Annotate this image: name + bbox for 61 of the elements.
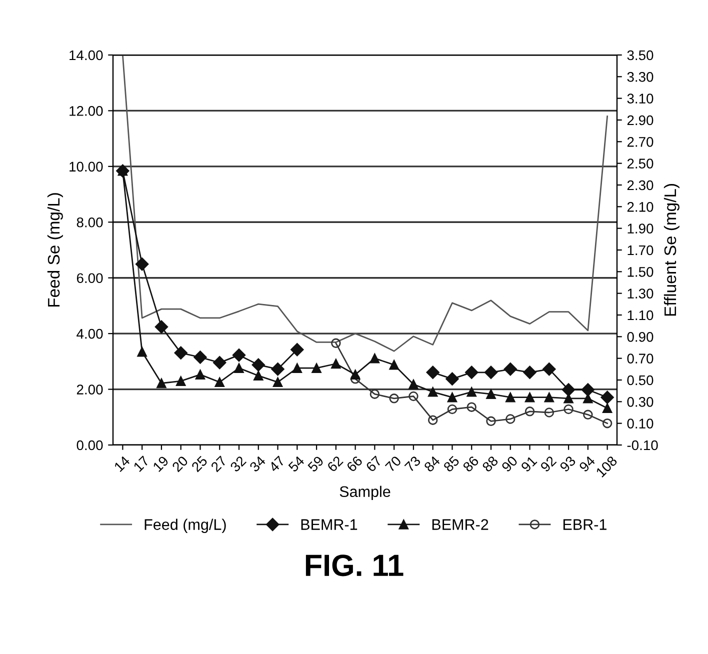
y-tick-label: 14.00 [70,50,103,60]
x-tick-label: 25 [190,455,208,472]
y2-tick-label: 0.90 [627,332,654,342]
x-tick-label: 34 [248,455,266,472]
x-tick-label: 94 [578,455,596,472]
caption: FIG. 11 [306,554,404,576]
x-tick-label: 62 [326,455,344,472]
legend-label: BEMR-2 [432,519,488,530]
y2-tick-label: 3.50 [627,50,654,60]
x-tick-label: 14 [114,455,130,472]
y2-tick-label: 2.50 [627,158,654,169]
x-tick-label: 73 [404,455,422,472]
y-tick-label: 12.00 [70,106,103,116]
y2-axis-title: Effluent Se (mg/L) [664,184,680,316]
x-tick-label: 90 [501,455,518,472]
x-tick-label: 59 [307,455,324,472]
y2-tick-label: 0.30 [627,397,654,407]
x-tick-label: 47 [268,456,286,473]
y2-tick-label: 3.30 [627,72,654,82]
x-tick-label: 20 [172,455,189,472]
x-tick-label: 84 [423,455,441,472]
x-tick-label: 108 [596,455,618,478]
y2-tick-label: 1.70 [628,245,654,256]
y2-tick-label: 2.10 [627,202,654,212]
y2-tick-label: 1.30 [628,288,654,299]
x-axis-title: Sample [340,486,390,500]
y2-tick-label: 2.90 [627,115,654,126]
y-axis-title: Feed Se (mg/L) [47,193,63,307]
y-tick-label: 2.00 [76,384,103,394]
y2-tick-label: 1.10 [628,310,654,320]
y-tick-label: 4.00 [76,328,103,339]
y-tick-label: 10.00 [70,162,103,172]
y2-tick-label: 1.50 [628,267,654,277]
x-tick-label: 88 [482,455,499,472]
x-tick-label: 67 [365,455,382,472]
y2-tick-label: 1.90 [628,224,654,234]
y-tick-label: 0.00 [76,440,103,450]
x-tick-label: 92 [540,455,557,472]
x-tick-label: 27 [210,455,228,472]
x-tick-label: 93 [559,455,576,472]
x-tick-label: 70 [384,455,402,472]
x-tick-label: 86 [462,455,480,472]
x-tick-label: 91 [520,455,538,472]
y-tick-label: 6.00 [76,273,103,284]
legend-label: EBR-1 [563,519,606,530]
y-tick-label: 8.00 [76,217,103,228]
y2-tick-label: 2.30 [627,180,654,190]
x-tick-label: 66 [346,455,363,472]
x-tick-label: 19 [152,455,170,472]
x-tick-label: 17 [133,456,150,472]
y2-tick-label: 0.50 [627,375,654,386]
legend-label: Feed (mg/L) [144,518,226,533]
y2-tick-label: 0.10 [627,418,654,429]
y2-tick-label: -0.10 [627,440,658,450]
x-tick-label: 32 [230,455,247,472]
x-tick-label: 85 [442,455,460,472]
y2-tick-label: 3.10 [627,94,654,104]
x-tick-label: 54 [288,455,305,472]
legend-label: BEMR-1 [301,519,358,530]
y2-tick-label: 2.70 [627,137,654,147]
y2-tick-label: 0.70 [627,354,654,364]
